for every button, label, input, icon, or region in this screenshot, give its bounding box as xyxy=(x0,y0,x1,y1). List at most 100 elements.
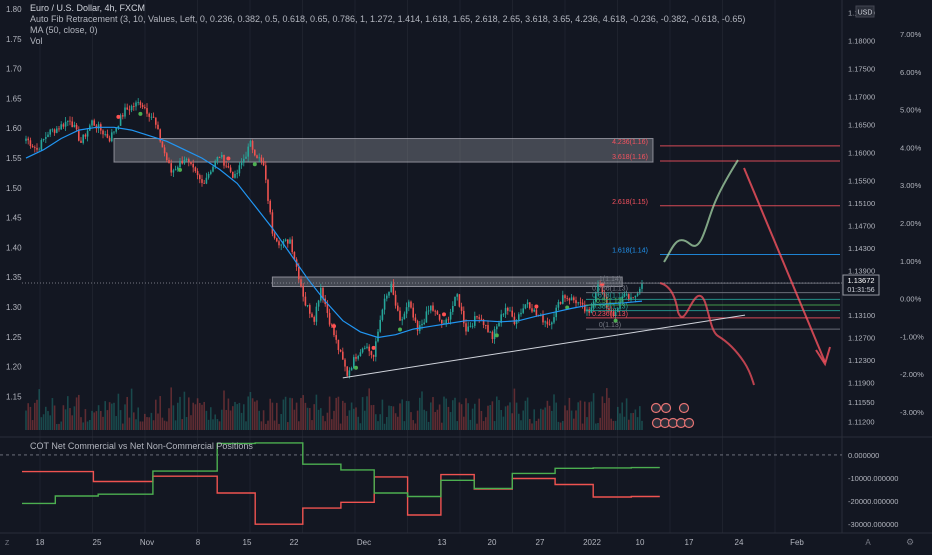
candle-body xyxy=(91,120,93,126)
candle-body xyxy=(608,308,610,310)
candle-body xyxy=(460,306,463,311)
candle-body xyxy=(577,302,579,304)
candle-body xyxy=(597,284,599,293)
volume-bar xyxy=(603,403,606,430)
candle-body xyxy=(566,298,568,299)
volume-bar xyxy=(31,420,34,430)
candle-body xyxy=(130,106,133,111)
candle-body xyxy=(397,305,399,311)
volume-bar xyxy=(577,402,579,430)
candle-body xyxy=(273,233,276,239)
volume-bar xyxy=(524,400,527,430)
volume-bar xyxy=(284,396,287,430)
candle-body xyxy=(357,356,359,359)
volume-bar xyxy=(181,419,183,430)
candle-body xyxy=(427,310,430,312)
volume-bar xyxy=(148,417,150,430)
volume-bar xyxy=(135,419,137,430)
candle-body xyxy=(579,302,582,304)
candle-body xyxy=(163,147,166,154)
volume-bar xyxy=(573,418,575,430)
left-axis-tick: 1.45 xyxy=(6,214,22,223)
volume-bar xyxy=(111,403,113,430)
volume-bar xyxy=(581,423,584,430)
price-axis-tick: 1.14700 xyxy=(848,221,875,230)
time-axis-tick: Nov xyxy=(140,538,154,547)
volume-bar xyxy=(302,395,304,430)
candle-body xyxy=(194,167,197,172)
volume-bar xyxy=(174,420,177,430)
candle-body xyxy=(38,149,40,151)
volume-bar xyxy=(535,420,538,430)
volume-bar xyxy=(368,388,370,430)
candle-body xyxy=(260,157,263,162)
volume-bar xyxy=(612,420,615,430)
candle-body xyxy=(188,159,190,162)
volume-bar xyxy=(509,402,511,430)
cot-title[interactable]: COT Net Commercial vs Net Non-Commercial… xyxy=(30,441,253,451)
percent-axis-tick: 7.00% xyxy=(900,30,922,39)
volume-bar xyxy=(27,403,29,430)
candle-body xyxy=(564,295,566,299)
candle-body xyxy=(372,354,375,357)
volume-bar xyxy=(192,402,194,430)
event-badge xyxy=(660,402,672,414)
candle-body xyxy=(436,311,439,315)
volume-bar xyxy=(397,416,399,430)
volume-bar xyxy=(287,422,289,430)
percent-axis-tick: 5.00% xyxy=(900,106,922,115)
left-axis-tick: 1.40 xyxy=(6,243,22,252)
candle-body xyxy=(601,286,604,294)
volume-bar xyxy=(414,423,417,430)
candle-body xyxy=(177,167,179,170)
volume-bar xyxy=(163,420,166,430)
candle-body xyxy=(166,153,168,161)
volume-bar xyxy=(80,417,82,430)
volume-bar xyxy=(203,401,205,430)
signal-dot xyxy=(332,324,336,329)
candle-body xyxy=(75,124,78,130)
candle-body xyxy=(304,296,307,306)
volume-bar xyxy=(452,400,454,430)
price-axis-tick: 1.14300 xyxy=(848,244,875,253)
candle-body xyxy=(403,313,406,320)
candle-body xyxy=(62,124,65,127)
volume-bar xyxy=(146,417,148,430)
candle-body xyxy=(152,116,155,118)
volume-bar xyxy=(166,421,168,430)
volume-bar xyxy=(502,416,505,430)
candle-body xyxy=(216,156,219,161)
fib-legend[interactable]: Auto Fib Retracement (3, 10, Values, Lef… xyxy=(30,14,746,24)
candle-body xyxy=(562,295,564,304)
candle-body xyxy=(520,312,522,315)
price-axis-tick: 1.18000 xyxy=(848,36,875,45)
volume-bar xyxy=(172,405,175,430)
volume-bar xyxy=(566,410,568,430)
volume-bar xyxy=(256,400,258,430)
candle-body xyxy=(480,318,483,320)
volume-bar xyxy=(408,401,410,430)
volume-bar xyxy=(595,423,597,430)
signal-dot xyxy=(494,333,499,338)
volume-bar xyxy=(47,411,49,430)
price-axis-tick: 1.17000 xyxy=(848,92,875,101)
volume-bar xyxy=(249,391,252,430)
vol-legend[interactable]: Vol xyxy=(30,36,43,46)
candle-body xyxy=(456,294,458,297)
candle-body xyxy=(108,137,111,142)
candle-body xyxy=(416,321,419,331)
ma-legend[interactable]: MA (50, close, 0) xyxy=(30,25,98,35)
left-axis-tick: 1.15 xyxy=(6,392,22,401)
candle-body xyxy=(454,296,456,307)
volume-bar xyxy=(383,423,386,430)
candle-body xyxy=(45,136,47,139)
volume-bar xyxy=(489,404,491,430)
volume-bar xyxy=(390,405,392,430)
volume-bar xyxy=(405,400,408,430)
symbol-title[interactable]: Euro / U.S. Dollar, 4h, FXCM xyxy=(30,3,146,13)
left-axis-tick: 1.60 xyxy=(6,124,22,133)
signal-dot xyxy=(138,111,143,116)
volume-bar xyxy=(500,409,502,430)
